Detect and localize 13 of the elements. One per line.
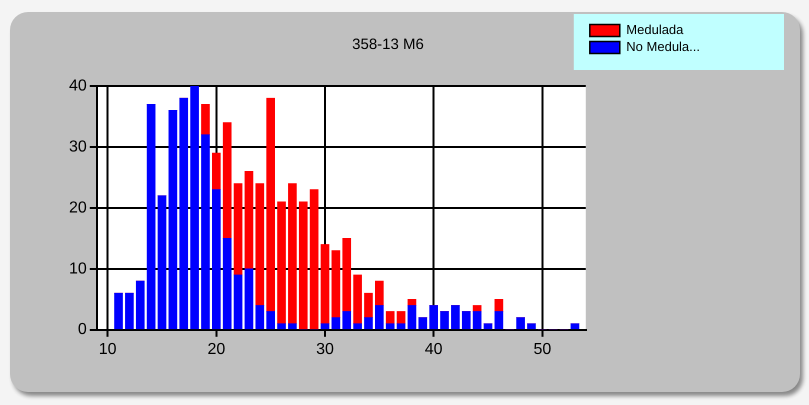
x-tick-label: 40 bbox=[424, 340, 443, 358]
y-tick-label: 0 bbox=[78, 321, 87, 338]
x-tick-label: 20 bbox=[207, 340, 226, 358]
y-tick-label: 30 bbox=[69, 138, 87, 156]
x-tick-label: 10 bbox=[98, 340, 117, 358]
y-tick-label: 40 bbox=[69, 77, 87, 94]
y-tick-label: 20 bbox=[69, 199, 87, 216]
legend-label: No Medula... bbox=[626, 39, 700, 54]
x-tick-label: 30 bbox=[316, 340, 334, 358]
chart-title: 358-13 M6 bbox=[352, 36, 424, 54]
y-tick-label: 10 bbox=[69, 260, 87, 278]
x-tick-label: 50 bbox=[533, 340, 552, 358]
legend-label: Medulada bbox=[626, 22, 684, 38]
